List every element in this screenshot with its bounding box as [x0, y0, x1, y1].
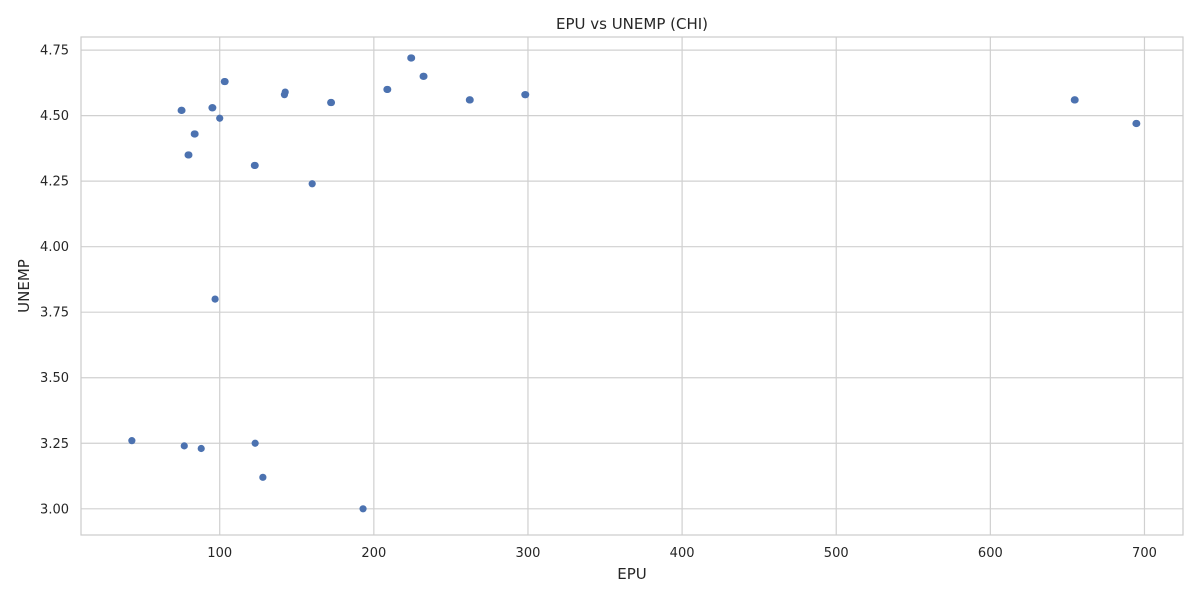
- y-tick-label: 4.75: [40, 44, 69, 59]
- data-point: [251, 439, 259, 447]
- y-axis-ticks: 3.00 3.25 3.50 3.75 4.00 4.25 4.50 4.75: [40, 44, 69, 518]
- data-point: [281, 88, 289, 96]
- x-tick-label: 100: [207, 546, 232, 561]
- data-point: [420, 72, 428, 80]
- data-point: [1133, 119, 1141, 128]
- y-tick-label: 3.50: [40, 371, 69, 386]
- x-tick-label: 600: [978, 546, 1003, 561]
- data-points: [128, 54, 1141, 513]
- data-point: [216, 114, 224, 122]
- data-point: [211, 295, 219, 303]
- data-point: [178, 106, 186, 114]
- data-point: [1071, 96, 1079, 104]
- y-tick-label: 4.00: [40, 240, 69, 255]
- data-point: [221, 77, 229, 86]
- x-tick-label: 700: [1132, 546, 1157, 561]
- plot-area: [80, 36, 1184, 536]
- x-tick-label: 500: [824, 546, 849, 561]
- data-point: [327, 98, 336, 107]
- x-tick-label: 300: [516, 546, 541, 561]
- y-tick-label: 4.25: [40, 175, 69, 190]
- data-point: [197, 444, 205, 453]
- data-point: [251, 161, 259, 170]
- y-tick-label: 4.50: [40, 109, 69, 124]
- data-point: [180, 442, 188, 450]
- data-point: [384, 85, 392, 94]
- data-point: [359, 505, 367, 513]
- data-point: [185, 151, 193, 159]
- data-point: [259, 473, 267, 481]
- y-tick-label: 3.00: [40, 502, 69, 517]
- x-tick-label: 200: [361, 546, 386, 561]
- grid: [81, 37, 1183, 535]
- data-point: [209, 104, 217, 112]
- data-point: [191, 130, 199, 138]
- x-tick-label: 400: [670, 546, 695, 561]
- data-point: [522, 91, 530, 99]
- data-point: [408, 54, 416, 62]
- y-axis-label: UNEMP: [15, 259, 33, 313]
- data-point: [466, 96, 474, 104]
- chart-title: EPU vs UNEMP (CHI): [556, 15, 708, 33]
- data-point: [308, 180, 316, 188]
- y-tick-label: 3.75: [40, 306, 69, 321]
- y-tick-label: 3.25: [40, 437, 69, 452]
- data-point: [128, 437, 136, 445]
- x-axis-ticks: 100 200 300 400 500 600 700: [207, 546, 1157, 561]
- x-axis-label: EPU: [617, 565, 647, 583]
